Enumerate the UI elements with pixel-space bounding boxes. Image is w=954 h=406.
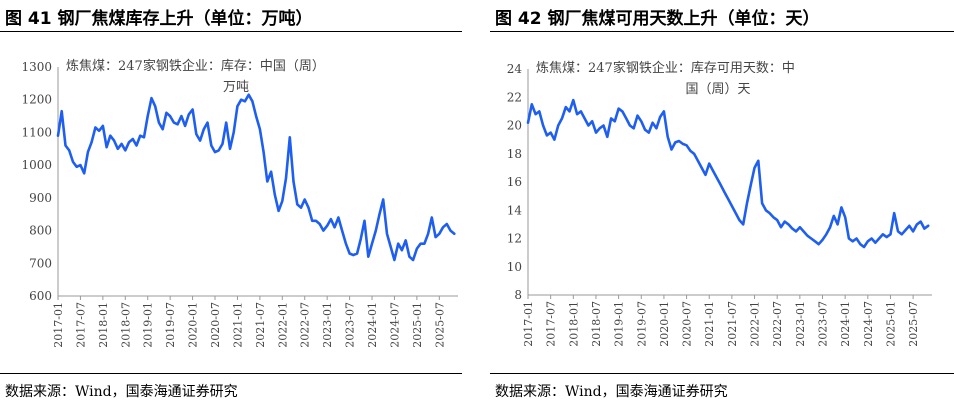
x-tick-label: 2018-07 [119,302,132,348]
y-tick-label: 18 [507,147,522,161]
y-tick-label: 1300 [21,60,52,74]
y-tick-label: 20 [507,119,522,133]
x-tick-label: 2025-01 [884,301,897,347]
x-tick-label: 2023-07 [817,301,830,347]
source-note-right: 数据来源：Wind，国泰海通证券研究 [495,384,728,400]
x-tick-label: 2022-07 [771,301,784,347]
x-tick-label: 2023-01 [321,302,334,348]
x-tick-label: 2019-01 [613,301,626,347]
title-rule-right [490,31,954,32]
x-tick-label: 2020-07 [209,302,222,348]
y-tick-label: 8 [514,288,522,302]
x-tick-label: 2018-01 [567,301,580,347]
x-tick-label: 2022-01 [749,301,762,347]
x-tick-label: 2024-01 [366,302,379,348]
x-tick-label: 2025-07 [907,301,920,347]
y-tick-label: 14 [507,203,523,217]
legend-label-cont: 万吨 [223,80,249,95]
y-tick-label: 900 [29,191,52,205]
x-tick-label: 2023-07 [344,302,357,348]
x-tick-label: 2024-01 [839,301,852,347]
legend-label-cont: 国（周）天 [685,82,750,97]
x-tick-label: 2023-01 [794,301,807,347]
x-tick-label: 2025-07 [433,302,446,348]
x-tick-label: 2017-07 [74,302,87,348]
coking-coal-inventory-chart: 600 700 800 900 1000 1100 1200 1300 2017-01 2017-… [21,58,458,348]
coking-coal-days-chart: 8 10 12 14 16 18 20 22 24 2017-01 2017-07 2018-01 20… [507,60,932,347]
x-tick-label: 2019-07 [635,301,648,347]
source-rule-left [0,373,462,374]
x-tick-label: 2019-01 [142,302,155,348]
y-tick-label: 1000 [21,158,52,172]
y-tick-label: 600 [29,289,52,303]
source-note-left: 数据来源：Wind，国泰海通证券研究 [5,384,238,400]
legend-label: 炼焦煤：247家钢铁企业：库存可用天数：中 [536,60,795,76]
x-tick-label: 2021-07 [254,302,267,348]
x-tick-label: 2022-07 [299,302,312,348]
y-tick-label: 10 [507,260,522,274]
chart-title-right: 图 42 钢厂焦煤可用天数上升（单位：天） [495,9,820,29]
y-tick-label: 1100 [21,125,52,139]
x-tick-label: 2024-07 [388,302,401,348]
legend-label: 炼焦煤：247家钢铁企业：库存：中国（周） [66,58,325,74]
chart-title-left: 图 41 钢厂焦煤库存上升（单位：万吨） [5,9,313,29]
x-tick-label: 2021-01 [703,301,716,347]
source-rule-right [490,373,954,374]
x-tick-label: 2018-07 [590,301,603,347]
x-tick-label: 2017-01 [52,302,65,348]
y-tick-label: 22 [507,90,522,104]
y-tick-label: 16 [507,175,522,189]
title-rule-left [0,31,462,32]
x-tick-label: 2021-01 [231,302,244,348]
y-tick-label: 12 [507,232,522,246]
x-tick-label: 2017-07 [545,301,558,347]
y-tick-label: 1200 [21,93,52,107]
x-tick-label: 2020-07 [681,301,694,347]
x-tick-label: 2018-01 [97,302,110,348]
x-tick-label: 2017-01 [522,301,535,347]
series-line [56,93,456,262]
y-tick-label: 700 [29,256,52,270]
series-line [526,98,930,249]
x-tick-label: 2021-07 [726,301,739,347]
x-tick-label: 2020-01 [658,301,671,347]
x-tick-label: 2019-07 [164,302,177,348]
x-tick-label: 2022-01 [276,302,289,348]
x-tick-label: 2020-01 [187,302,200,348]
y-tick-label: 24 [507,62,523,76]
y-tick-label: 800 [29,224,52,238]
x-tick-label: 2024-07 [862,301,875,347]
x-tick-label: 2025-01 [411,302,424,348]
